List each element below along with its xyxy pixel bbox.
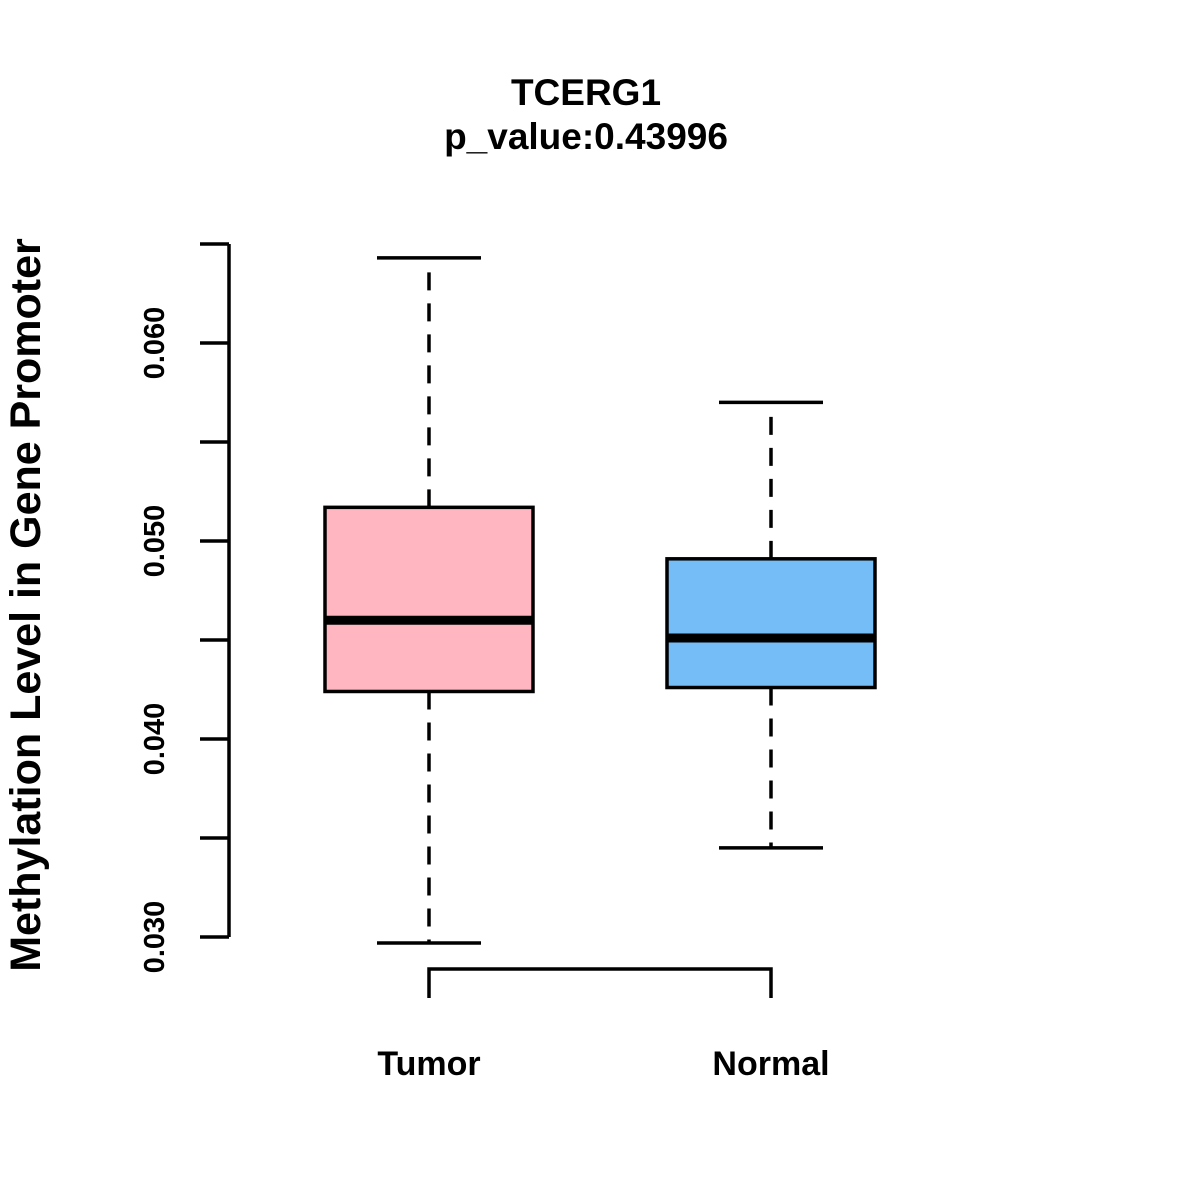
x-axis: Tumor Normal (377, 967, 830, 1083)
y-tick-label: 0.060 (139, 307, 171, 380)
boxplot-normal (665, 400, 877, 850)
y-tick-label: 0.050 (139, 505, 171, 578)
y-axis-title: Methylation Level in Gene Promoter (2, 238, 50, 972)
boxplot-tumor (323, 256, 535, 945)
chart-title: TCERG1 (511, 72, 661, 113)
box-group (323, 256, 877, 945)
chart-subtitle: p_value:0.43996 (444, 116, 728, 157)
x-category-label-normal: Normal (712, 1045, 829, 1083)
x-category-label-tumor: Tumor (377, 1045, 480, 1083)
y-axis: 0.030 0.040 0.050 0.060 (139, 242, 231, 974)
y-tick-label: 0.040 (139, 703, 171, 776)
iqr-box (665, 557, 877, 690)
y-tick-label: 0.030 (139, 901, 171, 974)
x-axis-bracket (427, 967, 773, 998)
iqr-box (323, 505, 535, 694)
